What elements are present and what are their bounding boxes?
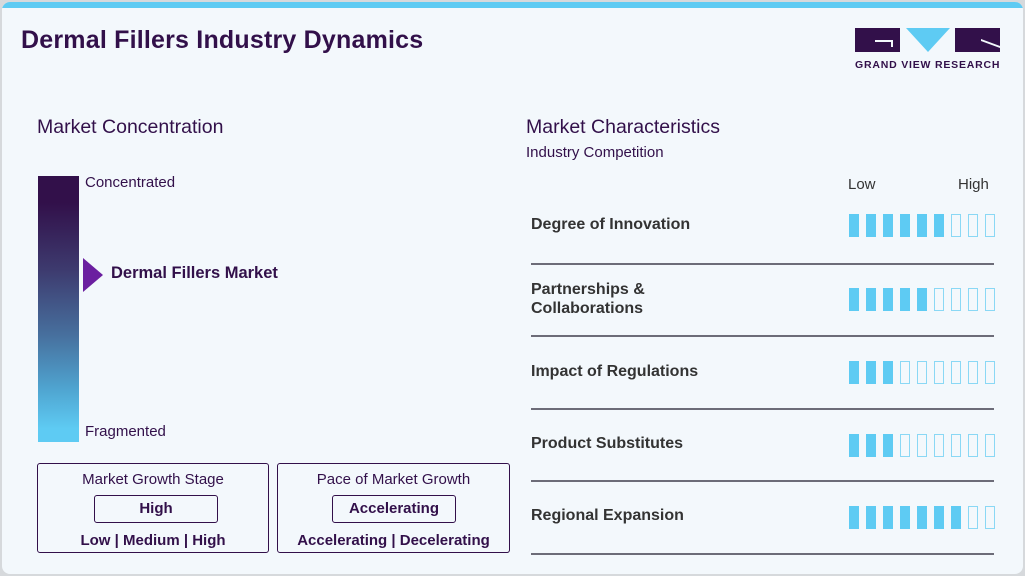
growth-pace-options: Accelerating | Decelerating: [297, 532, 490, 549]
empty-rating-segment: [985, 361, 995, 384]
pace-of-growth-box: Pace of Market Growth Accelerating Accel…: [277, 463, 510, 553]
market-marker-label: Dermal Fillers Market: [111, 264, 278, 282]
filled-rating-segment: [866, 214, 876, 237]
rating-bar-group: [849, 214, 995, 237]
filled-rating-segment: [849, 434, 859, 457]
growth-pace-title: Pace of Market Growth: [316, 471, 471, 488]
empty-rating-segment: [968, 361, 978, 384]
empty-rating-segment: [951, 361, 961, 384]
row-divider: [531, 335, 994, 337]
filled-rating-segment: [849, 361, 859, 384]
top-accent-bar: [2, 2, 1023, 8]
filled-rating-segment: [951, 506, 961, 529]
rating-bar-group: [849, 288, 995, 311]
market-concentration-title: Market Concentration: [37, 116, 224, 138]
filled-rating-segment: [883, 506, 893, 529]
row-divider: [531, 553, 994, 555]
growth-stage-title: Market Growth Stage: [82, 471, 224, 488]
filled-rating-segment: [934, 506, 944, 529]
row-divider: [531, 480, 994, 482]
filled-rating-segment: [934, 214, 944, 237]
filled-rating-segment: [900, 506, 910, 529]
rating-bar-group: [849, 434, 995, 457]
filled-rating-segment: [917, 506, 927, 529]
empty-rating-segment: [968, 506, 978, 529]
filled-rating-segment: [866, 506, 876, 529]
characteristic-label: Impact of Regulations: [531, 363, 699, 380]
empty-rating-segment: [934, 288, 944, 311]
filled-rating-segment: [917, 214, 927, 237]
scale-high-label: High: [958, 176, 989, 193]
rating-bar-group: [849, 361, 995, 384]
empty-rating-segment: [917, 434, 927, 457]
filled-rating-segment: [883, 434, 893, 457]
row-divider: [531, 263, 994, 265]
filled-rating-segment: [866, 434, 876, 457]
logo-text: GRAND VIEW RESEARCH: [855, 59, 1001, 71]
market-growth-stage-box: Market Growth Stage High Low | Medium | …: [37, 463, 269, 553]
row-divider: [531, 408, 994, 410]
empty-rating-segment: [985, 434, 995, 457]
empty-rating-segment: [934, 361, 944, 384]
empty-rating-segment: [968, 214, 978, 237]
empty-rating-segment: [985, 506, 995, 529]
characteristic-label: Regional Expansion: [531, 507, 684, 524]
empty-rating-segment: [951, 214, 961, 237]
filled-rating-segment: [849, 288, 859, 311]
concentrated-label: Concentrated: [85, 174, 176, 191]
filled-rating-segment: [917, 288, 927, 311]
gvr-logo-icon: [855, 28, 1000, 52]
empty-rating-segment: [968, 434, 978, 457]
fragmented-label: Fragmented: [85, 423, 166, 440]
empty-rating-segment: [951, 288, 961, 311]
filled-rating-segment: [900, 288, 910, 311]
concentration-gradient-bar: [38, 176, 79, 442]
triangle-pointer-icon: [83, 258, 103, 292]
empty-rating-segment: [917, 361, 927, 384]
empty-rating-segment: [985, 288, 995, 311]
characteristic-label: Product Substitutes: [531, 435, 684, 452]
market-characteristics-title: Market Characteristics: [526, 116, 720, 138]
empty-rating-segment: [968, 288, 978, 311]
filled-rating-segment: [866, 288, 876, 311]
filled-rating-segment: [849, 506, 859, 529]
characteristic-label: Degree of Innovation: [531, 216, 691, 233]
empty-rating-segment: [985, 214, 995, 237]
empty-rating-segment: [934, 434, 944, 457]
filled-rating-segment: [866, 361, 876, 384]
filled-rating-segment: [900, 214, 910, 237]
characteristic-label: Partnerships & Collaborations: [531, 281, 645, 317]
growth-pace-value: Accelerating: [332, 495, 456, 523]
scale-low-label: Low: [848, 176, 876, 193]
filled-rating-segment: [849, 214, 859, 237]
empty-rating-segment: [900, 361, 910, 384]
empty-rating-segment: [951, 434, 961, 457]
growth-stage-value: High: [94, 495, 218, 523]
empty-rating-segment: [900, 434, 910, 457]
filled-rating-segment: [883, 214, 893, 237]
rating-bar-group: [849, 506, 995, 529]
growth-stage-options: Low | Medium | High: [80, 532, 226, 549]
filled-rating-segment: [883, 288, 893, 311]
industry-competition-subtitle: Industry Competition: [526, 144, 664, 161]
filled-rating-segment: [883, 361, 893, 384]
page-title: Dermal Fillers Industry Dynamics: [21, 26, 424, 54]
